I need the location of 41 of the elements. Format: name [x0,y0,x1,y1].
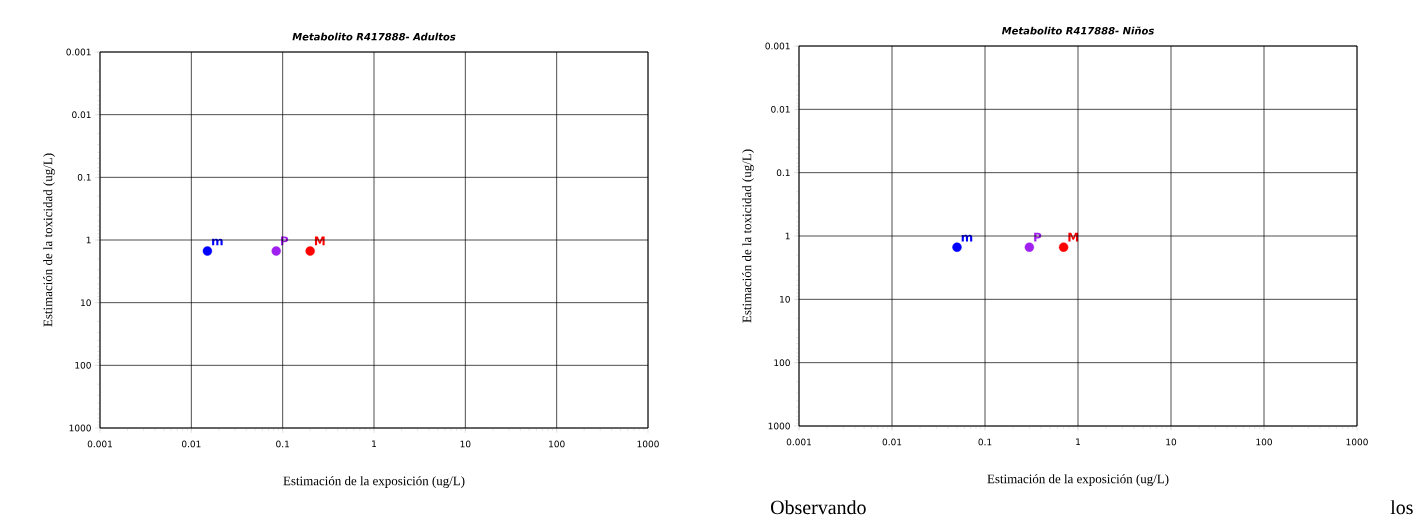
y-tick-label: 1000 [69,424,91,432]
y-tick-label: 100 [75,361,91,369]
x-axis-title: Estimación de la exposición (ug/L) [283,476,465,488]
x-tick-label: 1 [372,440,377,448]
y-tick-label: 0.01 [771,105,790,113]
text: los [1390,500,1413,515]
x-tick-label: 0.1 [276,440,289,448]
y-tick-label: 100 [774,359,790,367]
y-tick-label: 0.001 [765,42,790,50]
y-tick-label: 1 [785,232,790,240]
x-tick-label: 1 [1076,438,1081,446]
chart-title: Metabolito R417888- Niños [1001,26,1154,35]
x-tick-label: 0.1 [978,438,992,446]
series-label: P [1034,232,1042,242]
series-label: m [212,238,223,246]
y-tick-label: 1 [86,236,91,244]
y-tick-label: 0.1 [776,169,790,177]
y-tick-label: 0.01 [72,111,91,119]
y-tick-label: 0.001 [66,48,91,56]
x-axis-title: Estimación de la exposición (ug/L) [987,474,1169,486]
y-tick-label: 0.1 [77,173,91,181]
chart-title: Metabolito R417888- Adultos [292,32,456,41]
x-tick-label: 1000 [1346,438,1368,446]
text: Observando [771,500,866,515]
series-label: M [1068,232,1079,242]
x-tick-label: 0.01 [882,438,902,446]
x-tick-label: 0.001 [786,438,812,446]
y-tick-label: 10 [81,299,91,307]
x-tick-label: 10 [1166,438,1177,446]
x-tick-label: 1000 [637,440,659,448]
y-tick-label: 1000 [768,422,790,430]
series-label: M [314,236,325,246]
series-label: m [961,234,973,242]
y-axis-title: Estimación de la toxicidad (ug/L) [43,153,55,327]
x-tick-label: 0.01 [181,440,201,448]
x-tick-label: 100 [1256,438,1272,446]
x-tick-label: 10 [460,440,471,448]
y-axis-title: Estimación de la toxicidad (ug/L) [742,149,754,323]
y-tick-label: 10 [780,295,790,303]
x-tick-label: 100 [549,440,565,448]
x-tick-label: 0.001 [87,440,112,448]
